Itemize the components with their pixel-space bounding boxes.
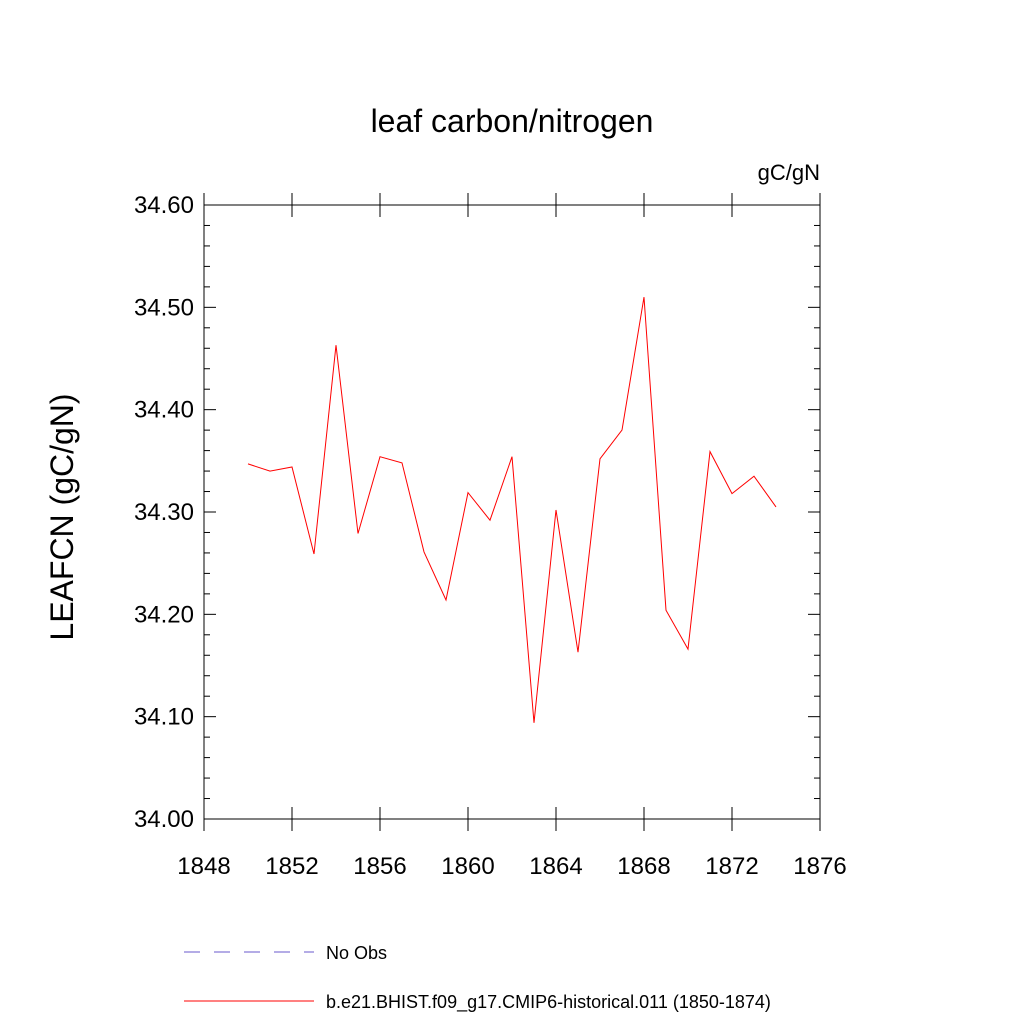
chart-title: leaf carbon/nitrogen [371, 103, 654, 139]
plot-frame [203, 204, 821, 820]
x-tick-label: 1848 [177, 853, 230, 880]
y-tick-label: 34.10 [134, 704, 194, 731]
y-tick-label: 34.60 [134, 192, 194, 219]
y-tick-label: 34.40 [134, 397, 194, 424]
axes: 34.00 34.10 34.20 34.30 34.40 34.50 34.60 1848 1… [134, 192, 847, 880]
x-tick-label: 1856 [353, 853, 406, 880]
legend-label: b.e21.BHIST.f09_g17.CMIP6-historical.011… [326, 992, 771, 1013]
x-tick-label: 1872 [705, 853, 758, 880]
x-tick-label: 1868 [617, 853, 670, 880]
legend-label: No Obs [326, 943, 387, 963]
series-line [247, 297, 777, 723]
y-tick-label: 34.50 [134, 294, 194, 321]
legend: No Obs b.e21.BHIST.f09_g17.CMIP6-historic… [184, 943, 771, 1013]
y-tick-label: 34.00 [134, 806, 194, 833]
x-tick-label: 1864 [529, 853, 582, 880]
plot-series [247, 297, 777, 723]
y-axis-label: LEAFCN (gC/gN) [44, 393, 80, 640]
x-tick-label: 1852 [265, 853, 318, 880]
units-label: gC/gN [758, 160, 820, 185]
y-tick-label: 34.20 [134, 601, 194, 628]
x-tick-label: 1860 [441, 853, 494, 880]
x-tick-label: 1876 [793, 853, 846, 880]
y-tick-label: 34.30 [134, 499, 194, 526]
